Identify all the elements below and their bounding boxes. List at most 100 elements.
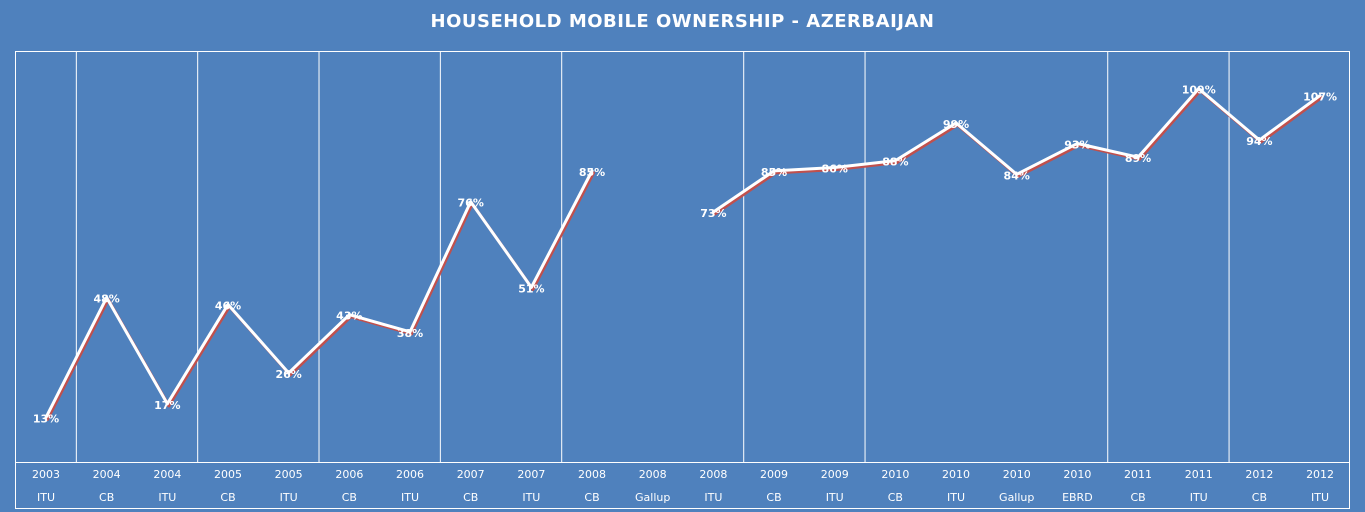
- series-shadow-segment: [288, 315, 353, 377]
- data-label: 48%: [93, 293, 119, 306]
- x-tick-source: ITU: [280, 491, 298, 504]
- x-tick-year: 2010: [942, 468, 970, 481]
- x-tick-year: 2007: [517, 468, 545, 481]
- series-line-segment: [408, 200, 473, 334]
- data-label: 38%: [397, 327, 423, 340]
- x-tick-source: EBRD: [1062, 491, 1093, 504]
- data-label: 13%: [33, 412, 59, 425]
- drop-lines: [45, 88, 1321, 462]
- x-tick-source: ITU: [401, 491, 419, 504]
- series-shadow-segment: [46, 298, 110, 421]
- x-tick-year: 2005: [214, 468, 242, 481]
- x-tick-source: ITU: [522, 491, 540, 504]
- x-tick-year: 2008: [699, 468, 727, 481]
- series-line-segment: [469, 200, 533, 289]
- series-shadow-segment: [713, 171, 778, 216]
- series-line-segment: [833, 159, 897, 169]
- x-tick-source: CB: [766, 491, 781, 504]
- x-tick-source: ITU: [1311, 491, 1329, 504]
- data-label: 85%: [761, 166, 787, 179]
- data-label: 99%: [943, 118, 969, 131]
- x-tick-year: 2010: [1063, 468, 1091, 481]
- data-labels: 13% 48% 17% 46% 26% 43% 38% 76% 51% 85% 73% 85% 86% 8…: [33, 84, 1337, 426]
- data-label: 86%: [822, 162, 848, 175]
- x-tick-year: 2011: [1185, 468, 1213, 481]
- x-tick-source: ITU: [704, 491, 722, 504]
- plot-area-frame: [15, 51, 1350, 509]
- series-line-segment: [529, 169, 594, 289]
- x-tick-source: CB: [1130, 491, 1145, 504]
- x-tick-year: 2009: [821, 468, 849, 481]
- x-tick-source: ITU: [947, 491, 965, 504]
- series-shadow-segment: [895, 123, 960, 165]
- series-shadow-segment: [834, 161, 899, 171]
- series-shadow-segment: [349, 315, 414, 336]
- series-line-segment: [1015, 141, 1079, 176]
- x-tick-year: 2010: [881, 468, 909, 481]
- x-tick-year: 2011: [1124, 468, 1152, 481]
- series-shadow-segment: [167, 304, 232, 408]
- series-shadow-segment: [1138, 89, 1202, 161]
- series-line-segment: [287, 313, 351, 375]
- series-shadow-segment: [1077, 143, 1142, 161]
- x-tick-year: 2010: [1003, 468, 1031, 481]
- series-line-segment: [1136, 87, 1201, 159]
- series-line-segment: [1197, 87, 1261, 142]
- x-tick-year: 2008: [578, 468, 606, 481]
- chart-title: HOUSEHOLD MOBILE OWNERSHIP - AZERBAIJAN: [430, 11, 935, 32]
- x-tick-source: ITU: [826, 491, 844, 504]
- data-label: 85%: [579, 166, 605, 179]
- x-tick-year: 2004: [93, 468, 121, 481]
- x-tick-year: 2003: [32, 468, 60, 481]
- data-label: 46%: [215, 299, 241, 312]
- series-line-segment: [954, 121, 1019, 176]
- x-tick-year: 2008: [639, 468, 667, 481]
- x-tick-source: CB: [99, 491, 114, 504]
- series-shadow-segment: [1259, 96, 1324, 144]
- series-line-segment: [1075, 141, 1140, 159]
- x-tick-source: Gallup: [635, 491, 670, 504]
- year-separators: [75, 52, 1230, 462]
- x-tick-year: 2012: [1245, 468, 1273, 481]
- series-shadow-segment: [1016, 143, 1081, 178]
- x-tick-year: 2005: [275, 468, 303, 481]
- series-shadow-segment: [531, 171, 596, 291]
- series-line-segment: [347, 313, 412, 334]
- x-tick-year: 2006: [396, 468, 424, 481]
- x-tick-source: CB: [463, 491, 478, 504]
- x-tick-year: 2012: [1306, 468, 1334, 481]
- series-shadow-segment: [774, 167, 838, 175]
- series-line-group: [44, 87, 1324, 421]
- series-line-segment: [772, 165, 837, 173]
- data-label: 73%: [700, 207, 726, 220]
- x-tick-source: CB: [342, 491, 357, 504]
- data-label: 94%: [1246, 135, 1272, 148]
- data-label: 89%: [1125, 152, 1151, 165]
- series-line-segment: [893, 121, 958, 163]
- series-line-segment: [165, 302, 230, 406]
- data-label: 84%: [1004, 169, 1030, 182]
- data-label: 93%: [1064, 138, 1090, 151]
- data-label: 109%: [1182, 84, 1216, 97]
- x-tick-source: ITU: [1190, 491, 1208, 504]
- x-tick-source: CB: [220, 491, 235, 504]
- x-tick-source: CB: [1252, 491, 1267, 504]
- series-line-segment: [44, 296, 109, 419]
- data-label: 88%: [882, 156, 908, 169]
- series-shadow-segment: [410, 202, 474, 336]
- x-tick-year: 2004: [153, 468, 181, 481]
- x-tick-source: CB: [584, 491, 599, 504]
- data-label: 43%: [336, 310, 362, 323]
- series-line-segment: [226, 302, 291, 375]
- x-tick-source: Gallup: [999, 491, 1034, 504]
- data-label: 26%: [276, 368, 302, 381]
- x-tick-source: ITU: [37, 491, 55, 504]
- x-tick-labels: 2003 ITU 2004 CB 2004 ITU 2005 CB 2005 ITU 2006 CB 2…: [32, 468, 1334, 504]
- data-label: 76%: [458, 197, 484, 210]
- x-tick-source: ITU: [158, 491, 176, 504]
- x-tick-year: 2006: [335, 468, 363, 481]
- series-line-segment: [1257, 94, 1322, 142]
- x-tick-year: 2007: [457, 468, 485, 481]
